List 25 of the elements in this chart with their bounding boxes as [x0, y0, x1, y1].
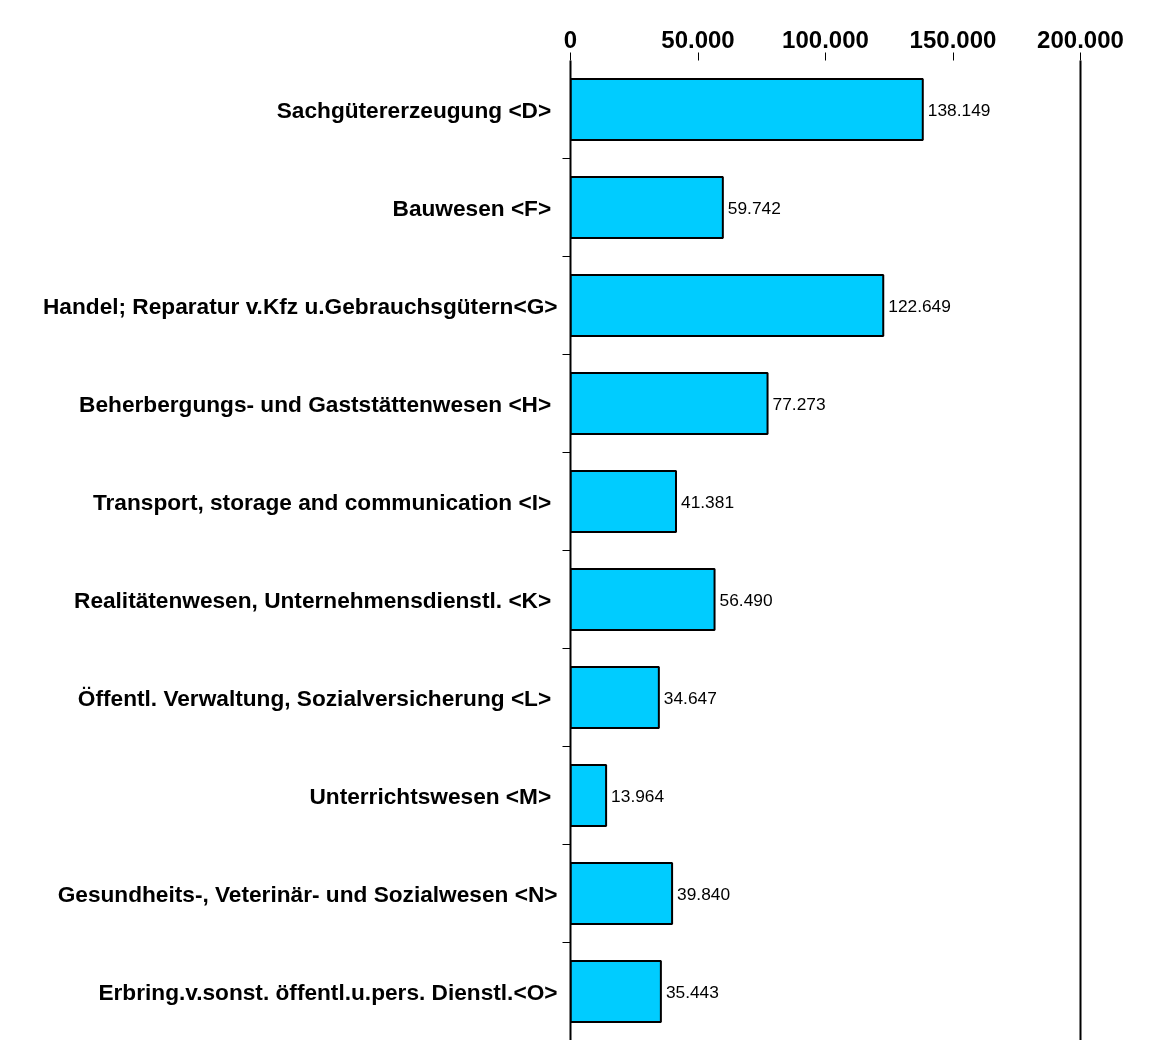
- y-tick-label: Unterrichtswesen <M>: [309, 782, 552, 809]
- x-tick-label: 50.000: [661, 25, 735, 53]
- data-label: 41.381: [681, 491, 735, 512]
- data-label: 35.443: [665, 981, 719, 1002]
- y-tick-label: Realitätenwesen, Unternehmensdienstl. <K>: [74, 586, 552, 613]
- x-tick-label: 0: [563, 25, 578, 53]
- data-label: 59.742: [727, 197, 781, 218]
- data-label: 13.964: [611, 785, 665, 806]
- x-tick-label: 150.000: [909, 25, 997, 53]
- data-label: 56.490: [719, 589, 773, 610]
- y-tick-label: Gesundheits-, Veterinär- und Sozialwesen <N>: [57, 880, 558, 907]
- data-label: 77.273: [772, 393, 826, 414]
- y-tick-label: Erbring.v.sonst. öffentl.u.pers. Dienstl.<O>: [98, 978, 558, 1005]
- data-label: 138.149: [927, 99, 991, 120]
- y-tick-label: Sachgütererzeugung <D>: [276, 96, 552, 123]
- x-tick-label: 100.000: [782, 25, 869, 53]
- y-tick-label: Handel; Reparatur v.Kfz u.Gebrauchsgütern<G>: [43, 292, 558, 319]
- y-tick-label: Öffentl. Verwaltung, Sozialversicherung <L>: [77, 684, 552, 711]
- data-label: 39.840: [677, 883, 731, 904]
- y-tick-label: Bauwesen <F>: [392, 194, 552, 221]
- data-label: 122.649: [888, 295, 951, 316]
- data-label: 34.647: [663, 687, 717, 708]
- y-tick-label: Beherbergungs- und Gaststättenwesen <H>: [79, 390, 552, 417]
- x-tick-label: 200.000: [1037, 25, 1124, 53]
- y-tick-label: Transport, storage and communication <I>: [92, 488, 552, 515]
